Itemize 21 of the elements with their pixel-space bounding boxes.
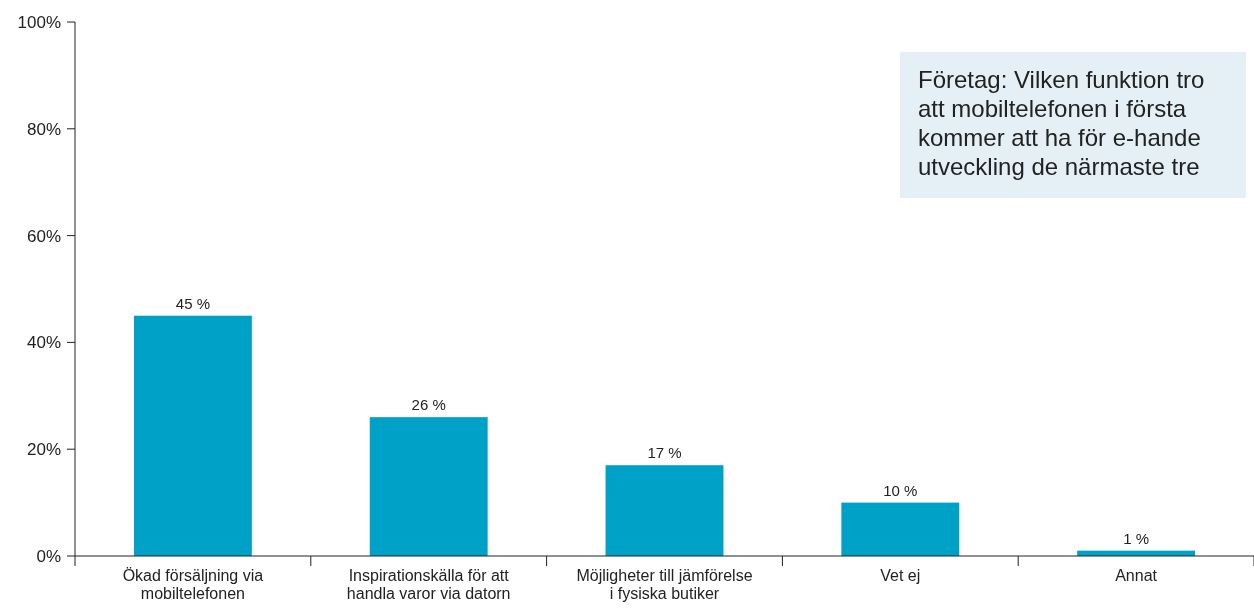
- bar: [841, 502, 960, 556]
- y-tick-label: 60%: [26, 226, 61, 246]
- data-label: 17 %: [647, 444, 682, 462]
- y-tick-label: 0%: [36, 546, 61, 566]
- bar: [369, 417, 488, 556]
- bar: [605, 465, 724, 556]
- x-tick-label: Inspirationskälla för att handla varor via datorn: [346, 567, 511, 602]
- x-tick-label: Annat: [1115, 567, 1158, 584]
- data-label: 10 %: [883, 481, 918, 499]
- y-tick-label: 80%: [26, 119, 61, 139]
- data-label: 1 %: [1123, 529, 1150, 547]
- text: Företag: Vilken funktion tro att mobiltelefonen i första kommer att ha för e-hande utveckling de närmaste tre: [918, 66, 1205, 180]
- x-tick-label: Möjligheter till jämförelse i fysiska butiker: [576, 567, 753, 602]
- data-label: 45 %: [175, 294, 210, 312]
- y-tick-label: 100%: [17, 12, 61, 32]
- data-label: 26 %: [411, 396, 446, 414]
- y-tick-label: 20%: [26, 440, 61, 460]
- y-tick-label: 40%: [26, 333, 61, 353]
- bar: [133, 315, 252, 556]
- x-tick-label: Vet ej: [880, 567, 921, 584]
- x-tick-label: Ökad försäljning via mobiltelefonen: [122, 567, 264, 602]
